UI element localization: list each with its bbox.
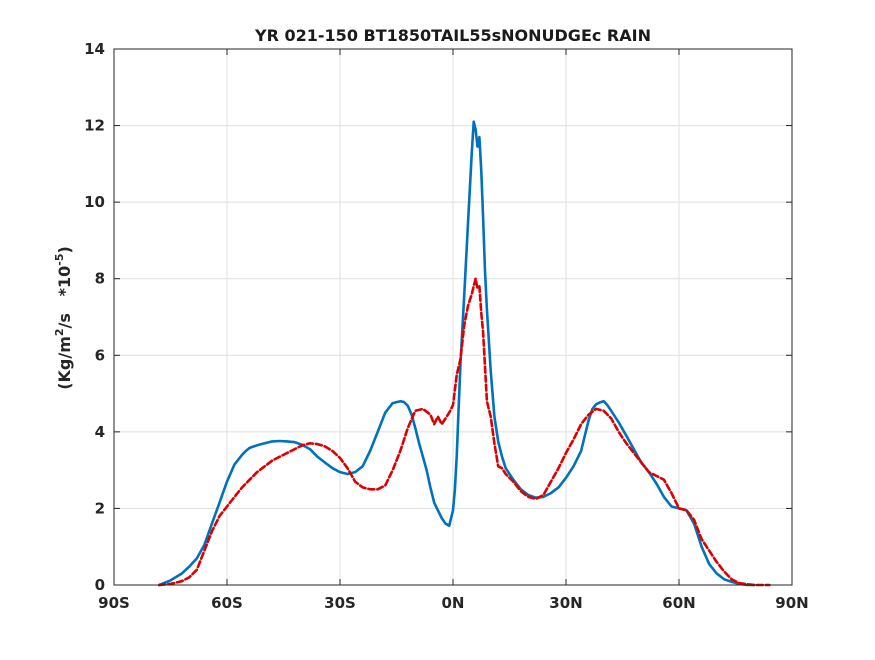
axis-ticks: 90S 60S 30S 0N 30N 60N 90N 0 2 4 6 8 10 12 14: [84, 40, 809, 612]
y-tick-label: 10: [84, 193, 105, 211]
x-tick-label: 60N: [662, 594, 695, 612]
chart-title: YR 021-150 BT1850TAIL55sNONUDGEc RAIN: [254, 26, 651, 45]
x-tick-label: 90S: [98, 594, 130, 612]
y-tick-label: 12: [84, 117, 105, 135]
y-label-prefix: (Kg/m: [55, 336, 74, 390]
y-tick-label: 0: [95, 576, 105, 594]
y-tick-label: 8: [95, 270, 105, 288]
y-axis-label: (Kg/m2/s *10-5): [53, 246, 74, 390]
series-lines: [157, 120, 771, 587]
series-line-blue: [157, 120, 756, 587]
y-label-mid: /s *10: [55, 266, 74, 329]
x-tick-label: 30N: [549, 594, 582, 612]
y-tick-label: 6: [95, 346, 105, 364]
y-label-sup-2: -5: [53, 254, 66, 266]
x-tick-label: 30S: [324, 594, 356, 612]
y-label-suffix: ): [55, 246, 74, 253]
x-tick-label: 90N: [775, 594, 808, 612]
x-tick-label: 60S: [211, 594, 243, 612]
y-tick-label: 2: [95, 499, 105, 517]
x-tick-label: 0N: [442, 594, 465, 612]
series-line-red-dashed: [157, 277, 771, 587]
y-tick-label: 4: [95, 423, 105, 441]
y-label-sup-1: 2: [53, 328, 66, 336]
y-tick-label: 14: [84, 40, 105, 58]
